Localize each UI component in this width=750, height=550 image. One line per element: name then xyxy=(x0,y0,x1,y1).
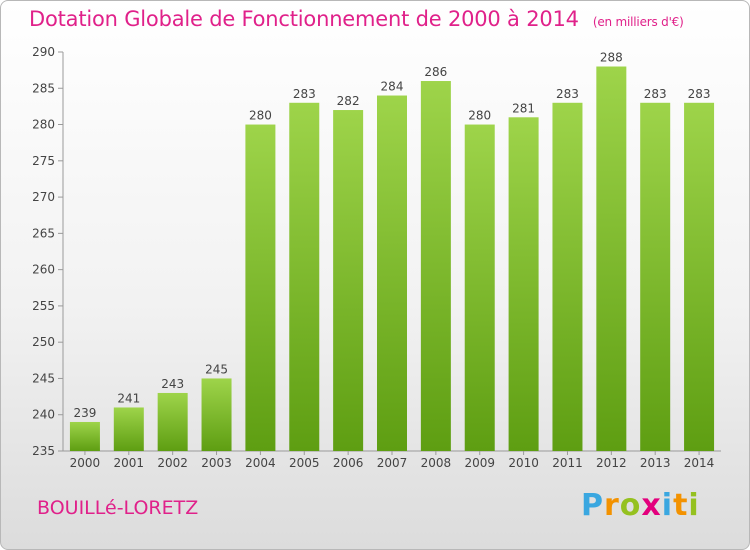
bar-2012 xyxy=(596,66,627,451)
y-tick-label: 290 xyxy=(32,45,55,59)
value-label-2012: 288 xyxy=(600,51,623,65)
x-tick-label-2014: 2014 xyxy=(684,456,715,470)
chart-bars xyxy=(69,66,715,452)
bar-2002 xyxy=(157,392,188,451)
x-tick-label-2011: 2011 xyxy=(552,456,583,470)
chart-subtitle: (en milliers d'€) xyxy=(592,15,684,29)
x-tick-label-2005: 2005 xyxy=(289,456,320,470)
chart-title: Dotation Globale de Fonctionnement de 20… xyxy=(29,7,684,31)
y-tick-label: 275 xyxy=(32,154,55,168)
value-label-2006: 282 xyxy=(337,94,360,108)
x-tick-label-2010: 2010 xyxy=(508,456,539,470)
x-tick-label-2013: 2013 xyxy=(640,456,671,470)
logo-letter: i xyxy=(688,488,700,523)
value-label-2010: 281 xyxy=(512,101,535,115)
y-tick-label: 285 xyxy=(32,81,55,95)
value-label-2005: 283 xyxy=(293,87,316,101)
bar-2008 xyxy=(420,81,451,451)
bar-2003 xyxy=(201,378,232,451)
x-tick-label-2006: 2006 xyxy=(333,456,364,470)
value-label-2009: 280 xyxy=(468,109,491,123)
y-tick-label: 265 xyxy=(32,226,55,240)
x-tick-label-2012: 2012 xyxy=(596,456,627,470)
logo-letter: i xyxy=(661,488,674,523)
proxiti-logo[interactable]: Proxiti xyxy=(581,488,700,523)
x-tick-label-2007: 2007 xyxy=(377,456,408,470)
y-tick-label: 250 xyxy=(32,335,55,349)
x-tick-label-2008: 2008 xyxy=(421,456,452,470)
logo-letter: t xyxy=(673,488,689,523)
bar-2011 xyxy=(552,102,583,452)
bar-2010 xyxy=(508,117,539,452)
bar-2009 xyxy=(464,124,495,451)
y-tick-label: 260 xyxy=(32,263,55,277)
value-label-2002: 243 xyxy=(161,377,184,391)
bar-2000 xyxy=(69,421,100,451)
y-tick-label: 270 xyxy=(32,190,55,204)
bar-2013 xyxy=(640,102,671,452)
bar-2004 xyxy=(245,124,276,451)
logo-letter: o xyxy=(619,488,642,523)
bar-2001 xyxy=(113,407,144,451)
logo-letter: x xyxy=(641,488,662,523)
value-label-2014: 283 xyxy=(688,87,711,101)
x-tick-label-2001: 2001 xyxy=(114,456,145,470)
chart-axes: 235 240 245 250 255 260 265 270 275 280 285 290 2000… xyxy=(32,45,721,470)
bar-2005 xyxy=(289,102,320,452)
x-tick-label-2003: 2003 xyxy=(201,456,232,470)
logo-letter: r xyxy=(604,488,620,523)
y-tick-label: 245 xyxy=(32,371,55,385)
title-text: Dotation Globale de Fonctionnement de 20… xyxy=(29,7,579,31)
y-tick-label: 235 xyxy=(32,444,55,458)
x-tick-label-2004: 2004 xyxy=(245,456,276,470)
bar-2014 xyxy=(684,102,715,452)
bar-2006 xyxy=(333,110,364,451)
value-label-2004: 280 xyxy=(249,109,272,123)
value-label-2003: 245 xyxy=(205,362,228,376)
bar-2007 xyxy=(377,95,407,451)
logo-letter: P xyxy=(581,488,604,523)
x-tick-label-2000: 2000 xyxy=(70,456,101,470)
value-label-2007: 284 xyxy=(381,80,404,94)
value-label-2001: 241 xyxy=(117,391,140,405)
y-tick-label: 280 xyxy=(32,118,55,132)
chart-value-labels: 239 241 243 245 280 283 282 284 286 280 281 283 288 2… xyxy=(73,51,710,420)
y-tick-label: 240 xyxy=(32,408,55,422)
x-tick-label-2002: 2002 xyxy=(157,456,188,470)
x-tick-label-2009: 2009 xyxy=(464,456,495,470)
commune-name: BOUILLé-LORETZ xyxy=(37,497,199,519)
value-label-2000: 239 xyxy=(73,406,96,420)
y-tick-label: 255 xyxy=(32,299,55,313)
value-label-2011: 283 xyxy=(556,87,579,101)
value-label-2013: 283 xyxy=(644,87,667,101)
value-label-2008: 286 xyxy=(424,65,447,79)
